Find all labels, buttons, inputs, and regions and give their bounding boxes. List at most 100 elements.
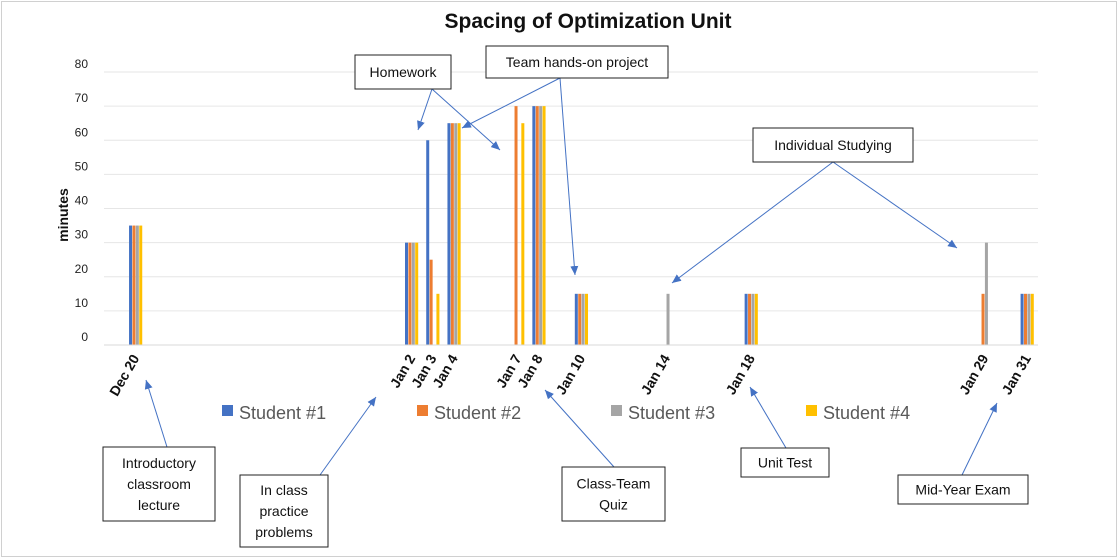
y-axis-ticks: 0 10 20 30 40 50 60 70 80 <box>75 57 89 344</box>
callout-text-introductory-classroom-lecture: Introductory <box>122 455 196 471</box>
bar-student-4-jan-4 <box>457 123 461 345</box>
callout-text-class-team-quiz: Quiz <box>599 497 628 513</box>
bar-student-4-jan-8 <box>542 106 546 346</box>
callout-text-unit-test: Unit Test <box>758 455 812 471</box>
callout-text-team-hands-on-project: Team hands-on project <box>506 54 649 70</box>
legend-swatch-student-4 <box>806 405 817 416</box>
y-tick-label: 80 <box>75 57 89 71</box>
x-tick-label-jan-18: Jan 18 <box>722 351 758 397</box>
bar-student-3-jan-4 <box>454 123 458 345</box>
bar-student-4-jan-7 <box>521 123 525 345</box>
callout-box-class-team-quiz <box>561 466 666 522</box>
callout-box-individual-studying <box>752 127 914 163</box>
bar-student-1-jan-2 <box>405 242 408 346</box>
callouts: Homework Team hands-on project Individual … <box>102 45 1029 548</box>
bar-student-4-jan-2 <box>415 242 419 346</box>
bar-student-2-jan-3 <box>429 259 433 345</box>
callout-arrows <box>144 77 998 476</box>
bar-student-1-jan-18 <box>744 293 748 345</box>
callout-text-in-class-practice-problems: practice <box>259 503 308 519</box>
bar-student-4-jan-18 <box>754 293 758 345</box>
y-tick-label: 0 <box>81 330 88 344</box>
bar-student-2-jan-8 <box>535 106 539 346</box>
bar-student-2-dec-20 <box>132 225 136 345</box>
bar-student-2-jan-29 <box>981 293 985 345</box>
legend-label-student-1: Student #1 <box>239 403 326 423</box>
bar-student-3-dec-20 <box>135 225 139 345</box>
callout-arrow-individual-studying <box>832 161 958 249</box>
callout-arrow-team-hands-on-project <box>559 77 579 276</box>
legend-label-student-2: Student #2 <box>434 403 521 423</box>
y-tick-label: 10 <box>75 296 89 310</box>
bar-student-3-jan-29 <box>984 242 988 346</box>
bar-student-4-jan-10 <box>585 293 589 345</box>
callout-text-introductory-classroom-lecture: classroom <box>127 476 191 492</box>
callout-arrow-class-team-quiz <box>544 389 615 468</box>
bar-student-3-jan-8 <box>539 106 543 346</box>
callout-box-team-hands-on-project <box>485 45 669 79</box>
legend-swatch-student-1 <box>222 405 233 416</box>
callout-arrow-homework <box>417 88 433 131</box>
bar-student-2-jan-31 <box>1023 293 1027 345</box>
callout-text-individual-studying: Individual Studying <box>774 137 892 153</box>
bar-student-1-jan-4 <box>447 123 451 345</box>
callout-arrow-homework <box>431 88 501 151</box>
callout-arrow-unit-test <box>749 386 787 449</box>
bar-student-3-jan-2 <box>411 242 415 346</box>
bar-student-1-jan-3 <box>426 140 430 345</box>
bar-student-2-jan-2 <box>408 242 412 346</box>
bars <box>104 106 1038 346</box>
y-tick-label: 50 <box>75 159 89 173</box>
bar-student-4-dec-20 <box>139 225 143 345</box>
callout-box-mid-year-exam <box>897 474 1029 505</box>
callout-arrow-individual-studying <box>671 161 834 284</box>
y-tick-label: 40 <box>75 194 89 208</box>
bar-student-3-jan-14 <box>666 293 670 345</box>
y-tick-label: 30 <box>75 228 89 242</box>
callout-box-homework <box>354 54 452 90</box>
bar-student-1-jan-31 <box>1020 293 1024 345</box>
bar-student-2-jan-7 <box>514 106 518 346</box>
bar-student-2-jan-10 <box>578 293 582 345</box>
bar-student-2-jan-18 <box>748 293 752 345</box>
bar-student-1-dec-20 <box>129 225 133 345</box>
legend-label-student-3: Student #3 <box>628 403 715 423</box>
callout-arrow-team-hands-on-project <box>461 77 561 129</box>
y-axis-label: minutes <box>55 188 71 242</box>
callout-text-class-team-quiz: Class-Team <box>577 476 651 492</box>
callout-text-mid-year-exam: Mid-Year Exam <box>915 482 1010 498</box>
callout-text-in-class-practice-problems: In class <box>260 482 307 498</box>
bar-student-1-jan-8 <box>532 106 536 346</box>
callout-text-in-class-practice-problems: problems <box>255 524 313 540</box>
bar-student-2-jan-4 <box>450 123 454 345</box>
callout-box-introductory-classroom-lecture <box>102 446 216 522</box>
x-tick-label-jan-14: Jan 14 <box>637 351 673 397</box>
callout-text-homework: Homework <box>370 64 438 80</box>
gridlines <box>104 71 1038 346</box>
legend-swatch-student-2 <box>417 405 428 416</box>
bar-student-1-jan-10 <box>574 293 578 345</box>
y-tick-label: 70 <box>75 91 89 105</box>
x-tick-label-jan-10: Jan 10 <box>553 351 589 397</box>
callout-arrow-mid-year-exam <box>961 402 998 476</box>
y-tick-label: 20 <box>75 262 89 276</box>
bar-student-3-jan-31 <box>1027 293 1031 345</box>
legend-label-student-4: Student #4 <box>823 403 910 423</box>
legend: Student #1 Student #2 Student #3 Student #4 <box>222 403 910 423</box>
bar-student-4-jan-31 <box>1030 293 1034 345</box>
callout-arrow-in-class-practice-problems <box>319 396 377 476</box>
x-tick-label-jan-31: Jan 31 <box>998 351 1034 397</box>
x-tick-label-dec-20: Dec 20 <box>106 351 143 398</box>
callout-arrow-introductory-classroom-lecture <box>144 379 168 448</box>
legend-swatch-student-3 <box>611 405 622 416</box>
callout-box-in-class-practice-problems <box>239 474 329 548</box>
callout-text-introductory-classroom-lecture: lecture <box>138 497 180 513</box>
bar-student-3-jan-18 <box>751 293 755 345</box>
bar-student-4-jan-3 <box>436 293 440 345</box>
x-tick-label-jan-29: Jan 29 <box>956 351 992 397</box>
callout-box-unit-test <box>740 447 830 478</box>
y-tick-label: 60 <box>75 125 89 139</box>
